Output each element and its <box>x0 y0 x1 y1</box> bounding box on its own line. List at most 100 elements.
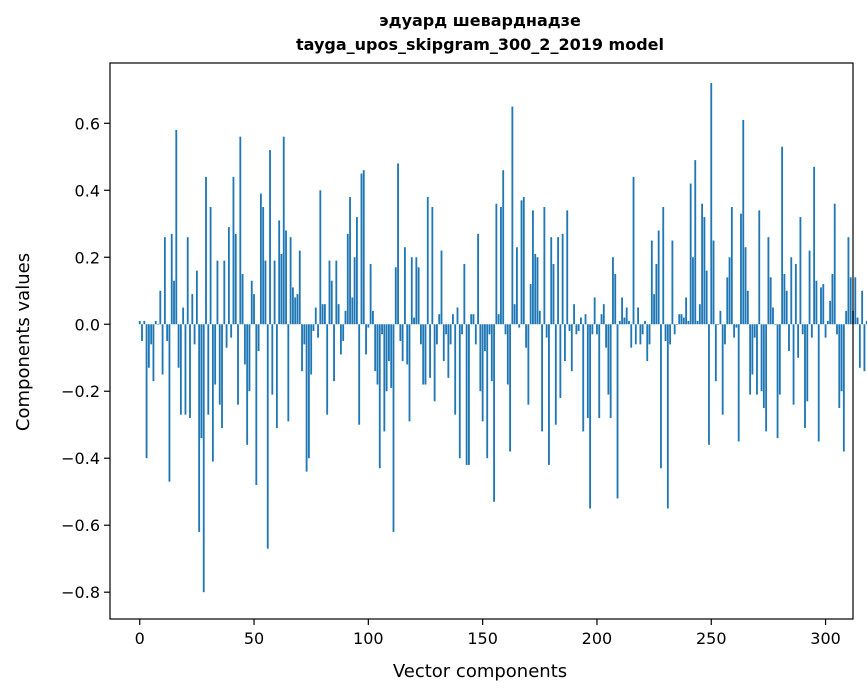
bar <box>614 274 617 325</box>
bar <box>392 324 395 532</box>
x-axis: 0 50 100 150 200 250 300 <box>135 619 841 648</box>
y-tick-label: 0.2 <box>75 248 100 267</box>
bar <box>243 324 246 365</box>
bar <box>317 324 319 338</box>
bar <box>698 304 701 325</box>
bar <box>337 304 340 325</box>
bar <box>591 324 594 335</box>
bar <box>584 314 587 325</box>
bar <box>820 287 822 325</box>
bar <box>191 294 194 325</box>
bar <box>413 317 415 325</box>
bar <box>721 324 724 415</box>
bar <box>404 247 406 325</box>
bar <box>575 324 578 335</box>
bar <box>365 324 367 355</box>
bar <box>810 324 813 338</box>
bar <box>858 324 861 368</box>
bar <box>545 324 548 338</box>
bar <box>454 324 457 415</box>
bar <box>527 324 530 405</box>
bar <box>831 274 834 325</box>
bar <box>376 324 379 385</box>
bar <box>653 294 656 325</box>
bar <box>719 310 722 325</box>
bar <box>458 324 461 459</box>
bar <box>710 83 713 325</box>
bar <box>701 203 704 325</box>
bar <box>465 324 468 465</box>
bar <box>781 146 784 325</box>
bar <box>232 176 235 325</box>
bar <box>724 324 726 345</box>
bar <box>410 257 413 325</box>
bar <box>744 247 747 325</box>
bar <box>840 324 843 392</box>
bar <box>577 324 580 331</box>
bar <box>804 324 806 429</box>
bar <box>234 233 237 325</box>
bar <box>625 307 628 325</box>
bar <box>264 260 267 325</box>
bar <box>836 324 838 335</box>
bar <box>456 307 459 325</box>
bar <box>687 320 690 325</box>
bar <box>369 263 372 325</box>
bar <box>168 324 171 482</box>
bar <box>529 284 532 325</box>
bar <box>806 324 809 402</box>
bar <box>655 263 658 325</box>
bar <box>726 277 729 325</box>
bar <box>207 324 210 415</box>
bar <box>472 314 475 325</box>
bar <box>193 324 196 345</box>
bar <box>509 324 511 452</box>
bar <box>582 324 585 432</box>
bar <box>294 297 297 325</box>
bar <box>566 210 569 325</box>
bar <box>330 280 333 325</box>
bar <box>513 304 516 325</box>
x-tick-label: 300 <box>810 629 841 648</box>
bar <box>394 267 397 325</box>
bar <box>600 314 603 325</box>
bar <box>241 274 244 325</box>
bar <box>237 324 239 405</box>
bar <box>490 324 493 382</box>
bar <box>189 324 191 419</box>
bar <box>536 257 539 325</box>
y-tick-label: −0.8 <box>61 583 100 602</box>
bar <box>303 324 306 345</box>
bar <box>762 324 765 408</box>
bar <box>842 324 845 452</box>
bar <box>415 257 418 325</box>
bar <box>452 314 454 325</box>
bar <box>477 233 479 325</box>
bar <box>367 324 370 328</box>
bar <box>463 263 466 325</box>
bar <box>262 207 265 325</box>
bar <box>227 227 230 325</box>
bar <box>500 207 502 325</box>
bar <box>554 324 557 425</box>
bar <box>580 317 582 325</box>
bar <box>671 240 674 325</box>
y-axis: −0.8 −0.6 −0.4 −0.2 0.0 0.2 0.4 0.6 <box>61 114 110 602</box>
bar <box>746 290 749 325</box>
bar <box>570 324 573 372</box>
bar <box>312 324 315 331</box>
bar <box>751 324 754 375</box>
bar <box>552 263 555 325</box>
bar <box>669 324 672 345</box>
bar <box>273 260 276 325</box>
bar <box>321 304 324 325</box>
bar <box>504 324 507 335</box>
bar <box>429 324 431 378</box>
bar <box>682 317 685 325</box>
bar <box>278 220 281 325</box>
bar <box>568 324 571 331</box>
bar <box>630 324 633 348</box>
bar <box>163 237 166 325</box>
bar <box>358 324 361 425</box>
